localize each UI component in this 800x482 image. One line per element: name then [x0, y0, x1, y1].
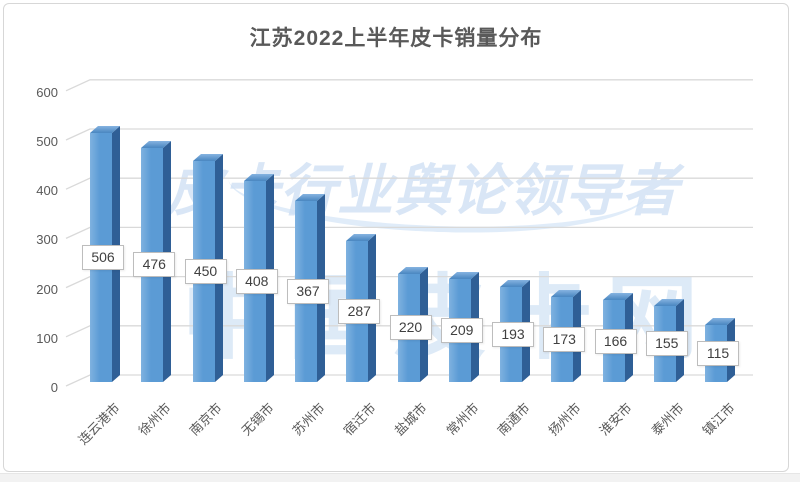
y-tick-200: 200 — [36, 281, 58, 297]
data-label-连云港市: 506 — [82, 245, 124, 271]
y-tick-100: 100 — [36, 330, 58, 346]
data-label-无锡市: 408 — [235, 269, 278, 295]
data-label-淮安市: 166 — [594, 328, 637, 354]
data-label-徐州市: 476 — [133, 252, 176, 278]
data-label-扬州市: 173 — [543, 326, 586, 352]
data-label-镇江市: 115 — [697, 341, 739, 367]
data-label-常州市: 209 — [440, 318, 483, 344]
y-tick-300: 300 — [36, 232, 58, 248]
data-label-南通市: 193 — [492, 322, 534, 348]
data-label-宿迁市: 287 — [338, 298, 381, 324]
y-tick-400: 400 — [36, 183, 58, 199]
data-label-泰州市: 155 — [645, 331, 688, 357]
chart-frame: 江苏2022上半年皮卡销量分布 — [3, 3, 789, 472]
data-label-南京市: 450 — [184, 258, 227, 284]
y-tick-600: 600 — [36, 84, 58, 100]
y-tick-0: 0 — [50, 380, 58, 395]
y-tick-500: 500 — [36, 134, 58, 149]
page-bottom-strip — [0, 473, 800, 482]
gridline-600 — [65, 79, 753, 92]
chart-title: 江苏2022上半年皮卡销量分布 — [249, 27, 543, 50]
gridline-500 — [65, 128, 753, 141]
data-label-盐城市: 220 — [389, 315, 432, 341]
data-label-苏州市: 367 — [287, 279, 329, 305]
